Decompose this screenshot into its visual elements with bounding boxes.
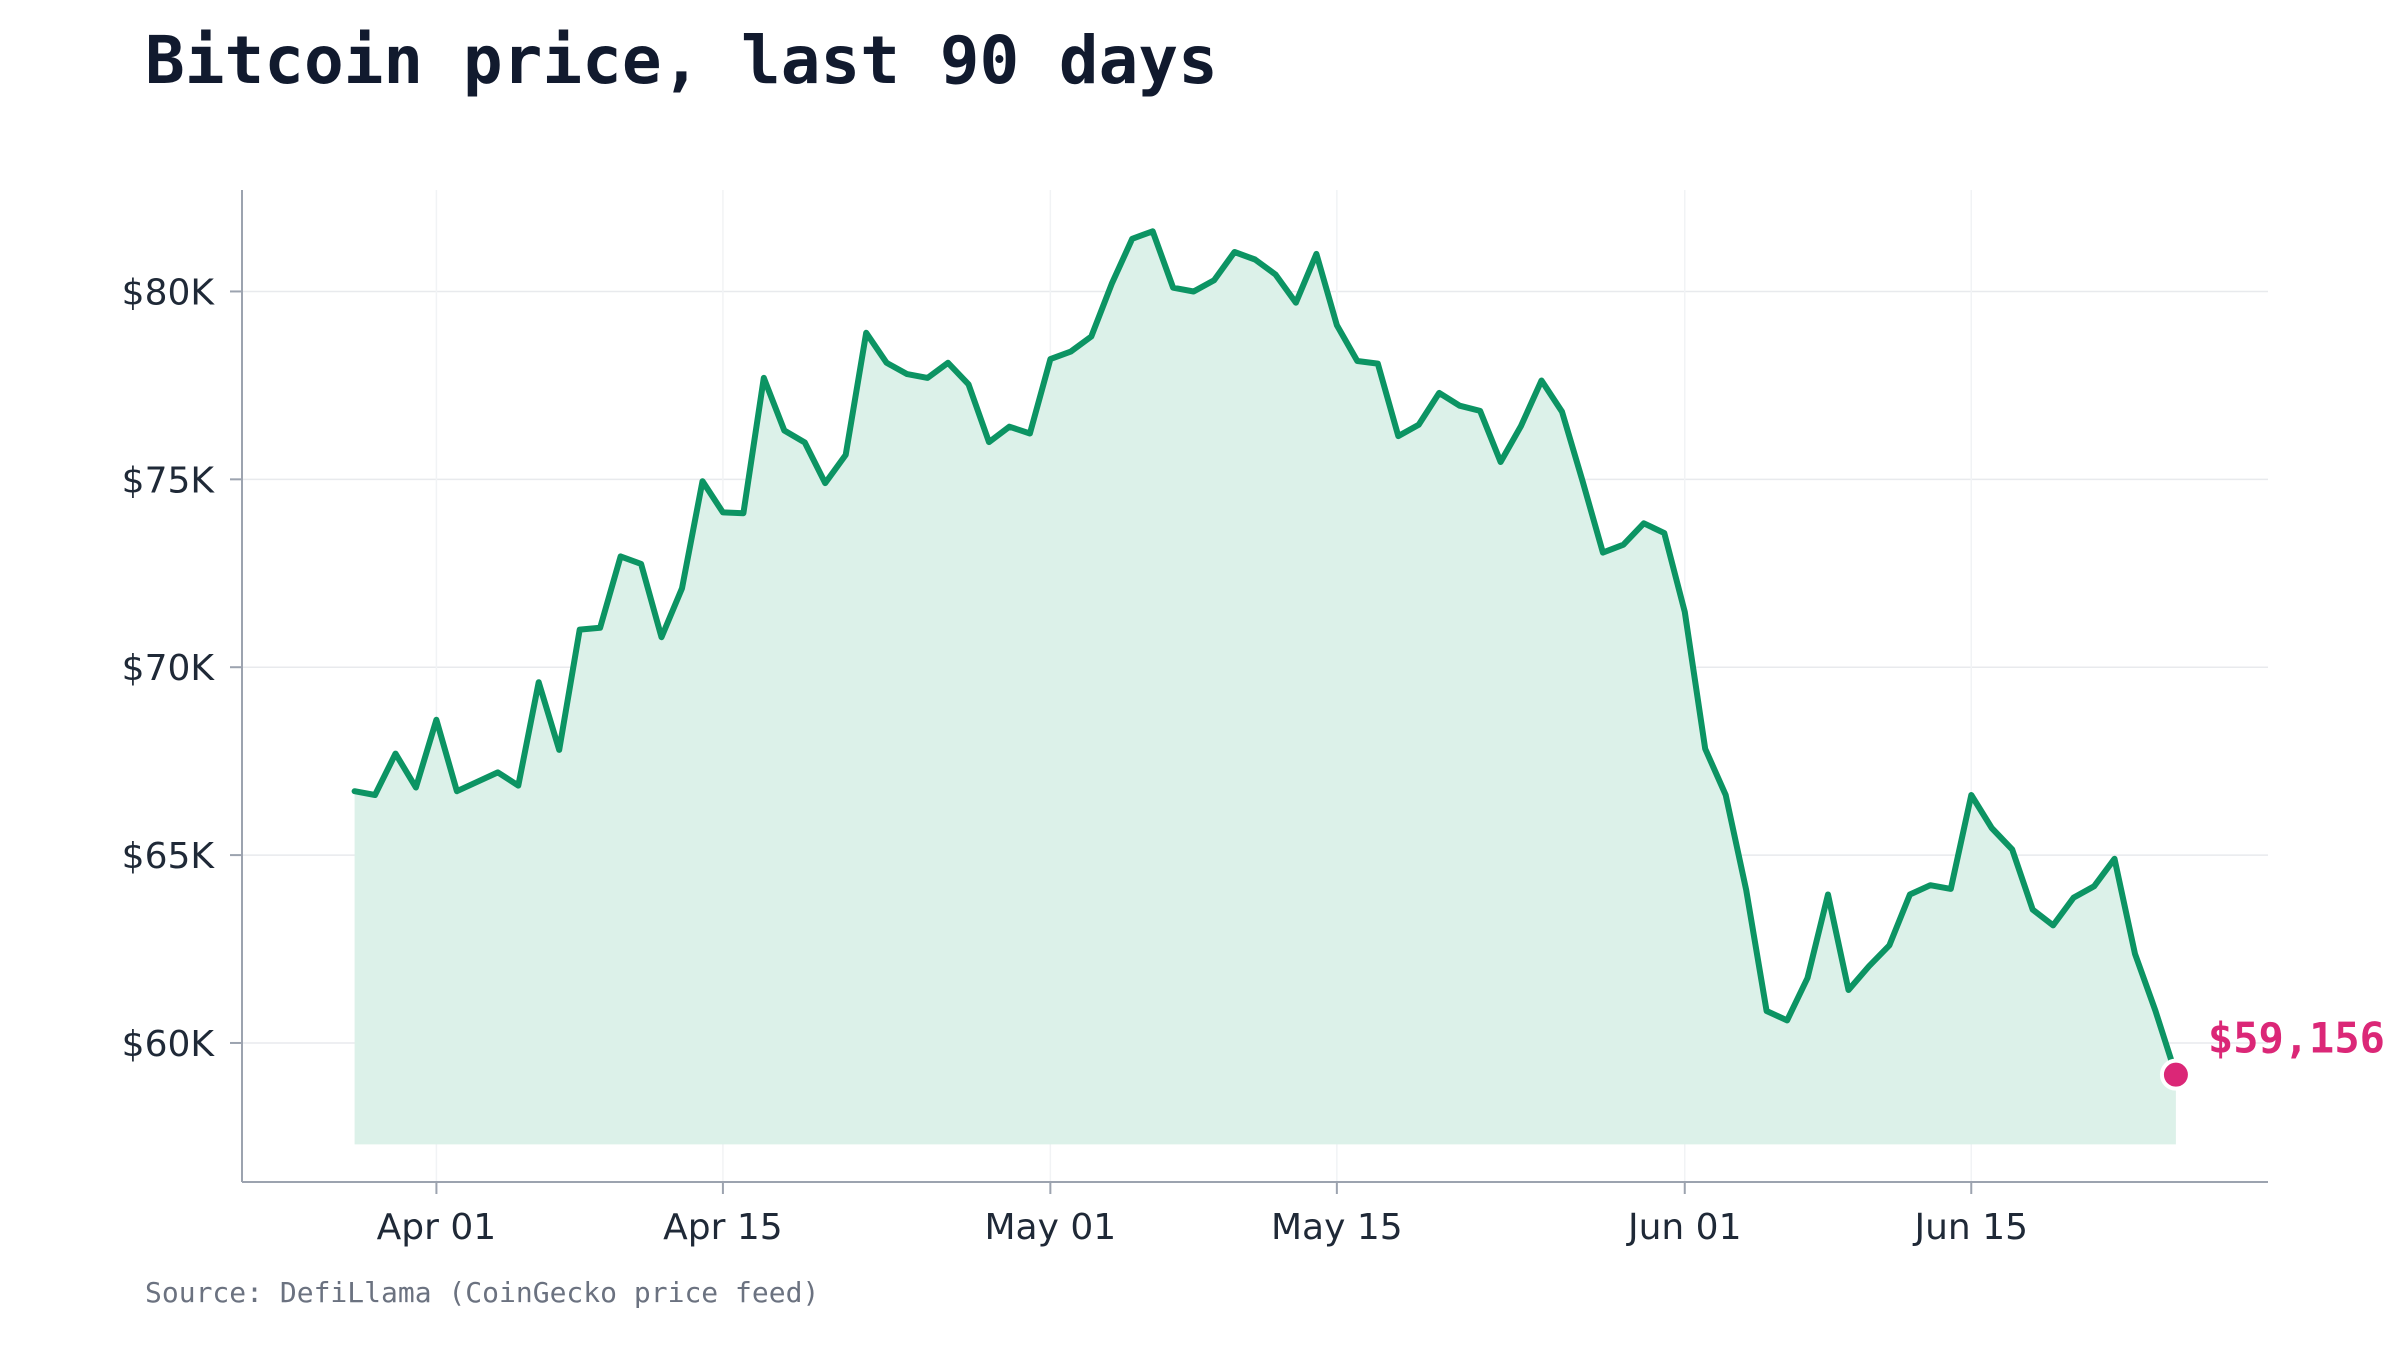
y-tick-label: $70K xyxy=(122,648,216,689)
y-tick-label: $65K xyxy=(122,836,216,877)
last-price-dot xyxy=(2159,1058,2192,1091)
y-tick-label: $60K xyxy=(122,1024,216,1065)
last-price-marker-group: $59,156 xyxy=(2159,1014,2385,1091)
x-tick-label: Apr 01 xyxy=(377,1207,497,1248)
x-tick-label: May 01 xyxy=(985,1207,1117,1248)
tick-labels: $60K $65K $70K $75K $80K Apr 01 Apr 15 May 01 Ma… xyxy=(122,272,2028,1248)
y-tick-label: $75K xyxy=(122,460,216,501)
price-line xyxy=(351,228,2179,1078)
x-tick-label: May 15 xyxy=(1271,1207,1403,1248)
y-tick-label: $80K xyxy=(122,272,216,313)
area-fill xyxy=(354,231,2176,1145)
axes xyxy=(230,190,2268,1194)
x-tick-label: Jun 01 xyxy=(1626,1207,1742,1248)
source-note: Source: DefiLlama (CoinGecko price feed) xyxy=(145,1276,820,1309)
price-line-group xyxy=(351,228,2179,1078)
chart-title: Bitcoin price, last 90 days xyxy=(145,22,1218,99)
x-tick-label: Apr 15 xyxy=(663,1207,783,1248)
price-area xyxy=(354,231,2176,1145)
last-price-label: $59,156 xyxy=(2208,1014,2385,1063)
x-tick-label: Jun 15 xyxy=(1913,1207,2029,1248)
